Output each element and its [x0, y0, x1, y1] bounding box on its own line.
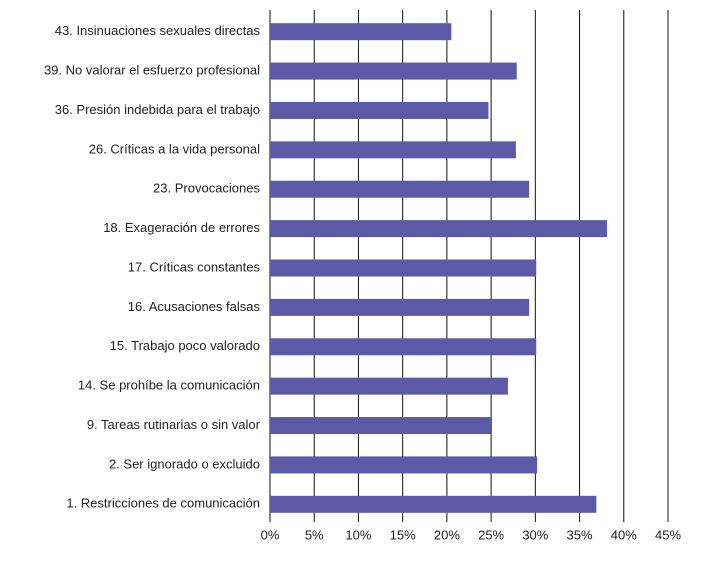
y-tick-label: 14. Se prohíbe la comunicación: [78, 378, 260, 393]
bar: [270, 417, 492, 435]
x-tick-label: 10%: [345, 527, 371, 542]
bar: [270, 220, 607, 238]
y-tick-label: 15. Trabajo poco valorado: [110, 338, 260, 353]
x-tick-label: 40%: [611, 527, 637, 542]
x-tick-label: 0%: [261, 527, 280, 542]
y-tick-label: 17. Críticas constantes: [128, 259, 261, 274]
bar: [270, 298, 530, 316]
x-tick-label: 30%: [522, 527, 548, 542]
x-tick-label: 20%: [434, 527, 460, 542]
x-tick-label: 35%: [567, 527, 593, 542]
bar: [270, 180, 530, 198]
bar: [270, 23, 452, 41]
bar: [270, 259, 537, 277]
y-tick-label: 9. Tareas rutinarias o sin valor: [87, 417, 261, 432]
bar: [270, 141, 516, 159]
y-tick-label: 23. Provocaciones: [153, 181, 260, 196]
y-tick-label: 16. Acusaciones falsas: [128, 299, 261, 314]
y-tick-label: 1. Restricciones de comunicación: [66, 496, 260, 511]
y-tick-label: 43. Insinuaciones sexuales directas: [55, 23, 261, 38]
y-tick-label: 2. Ser ignorado o excluido: [109, 456, 260, 471]
y-tick-label: 18. Exageración de errores: [103, 220, 260, 235]
x-tick-label: 15%: [390, 527, 416, 542]
y-tick-label: 26. Críticas a la vida personal: [89, 141, 260, 156]
y-tick-label: 39. No valorar el esfuerzo profesional: [44, 63, 260, 78]
x-tick-label: 25%: [478, 527, 504, 542]
x-tick-label: 5%: [305, 527, 324, 542]
y-tick-label: 36. Presión indebida para el trabajo: [55, 102, 260, 117]
bar: [270, 456, 538, 474]
bar: [270, 62, 517, 80]
bar: [270, 101, 489, 119]
bar: [270, 377, 508, 395]
bar: [270, 338, 537, 356]
x-tick-label: 45%: [655, 527, 681, 542]
bar: [270, 495, 597, 513]
